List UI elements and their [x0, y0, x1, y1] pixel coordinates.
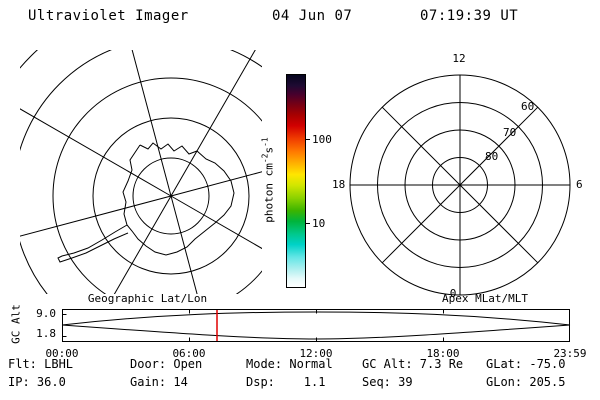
geographic-map — [20, 50, 262, 294]
gc-alt-plot — [61, 309, 571, 342]
colorbar-unit-label: photon cm-2s-1 — [261, 137, 276, 223]
date-label: 04 Jun 07 — [272, 8, 353, 24]
colorbar — [286, 74, 306, 288]
coastline-main — [122, 142, 235, 256]
status-door: Door: Open — [130, 357, 203, 371]
unit-exp-1: -1 — [260, 137, 270, 147]
colorbar-tick-mark — [305, 223, 310, 224]
ytick-1-8: 1.8 — [36, 327, 56, 340]
status-gain: Gain: 14 — [130, 375, 188, 389]
colorbar-tick-100: 100 — [312, 133, 332, 146]
mlat-mlt-grid — [349, 74, 571, 296]
meridian-line — [131, 50, 172, 197]
polar-caption: Apex MLat/MLT — [441, 292, 529, 305]
status-glat: GLat: -75.0 — [486, 357, 566, 371]
gc-alt-curve — [61, 311, 571, 340]
latitude-circle — [132, 157, 210, 235]
status-seq: Seq: 39 — [362, 375, 413, 389]
ytick-9: 9.0 — [36, 307, 56, 320]
unit-exp-2: -2 — [260, 153, 270, 164]
unit-mid: s — [262, 146, 276, 154]
mlt-label-12: 12 — [452, 52, 466, 65]
status-ip: IP: 36.0 — [8, 375, 66, 389]
xtick-2359: 23:59 — [553, 347, 587, 360]
latitude-circle — [52, 77, 262, 294]
xtick-1800: 18:00 — [426, 347, 460, 360]
status-flt: Flt: LBHL — [8, 357, 74, 371]
meridian-line — [170, 195, 198, 294]
latitude-circle — [92, 117, 250, 275]
meridian-line — [170, 195, 262, 250]
map-caption: Geographic Lat/Lon — [87, 292, 208, 305]
apex-polar-plot — [349, 74, 571, 296]
mlat-ring-label-70: 70 — [503, 126, 517, 139]
mlt-label-6: 6 — [576, 178, 583, 191]
status-mode: Mode: Normal — [246, 357, 333, 371]
meridian-line — [170, 171, 262, 197]
coastline-peninsula — [57, 224, 129, 263]
plot-frame — [62, 309, 570, 342]
meridian-line — [113, 195, 172, 294]
app-title: Ultraviolet Imager — [28, 8, 189, 24]
status-dsp: Dsp: 1.1 — [246, 375, 326, 389]
unit-prefix: photon cm — [262, 163, 276, 223]
meridian-line — [20, 195, 172, 237]
mlt-label-18: 18 — [332, 178, 346, 191]
xtick-0600: 06:00 — [172, 347, 206, 360]
status-gcalt: GC Alt: 7.3 Re — [362, 357, 464, 371]
gc-alt-axes — [62, 309, 570, 342]
status-glon: GLon: 205.5 — [486, 375, 566, 389]
antarctica-coastline — [57, 142, 235, 263]
meridian-line — [20, 108, 172, 197]
meridian-line — [170, 50, 256, 197]
lat-lon-grid — [20, 50, 262, 294]
mlat-ring-label-80: 80 — [485, 150, 499, 163]
xtick-1200: 12:00 — [299, 347, 333, 360]
mlt-spoke — [381, 106, 539, 264]
colorbar-tick-mark — [305, 139, 310, 140]
gc-alt-ylabel: GC Alt — [9, 304, 23, 344]
altitude-curve-upper — [61, 311, 571, 326]
altitude-curve-lower — [61, 324, 571, 340]
mlt-label-0: 0 — [449, 287, 457, 300]
xtick-0000: 00:00 — [45, 347, 79, 360]
colorbar-tick-10: 10 — [312, 217, 326, 230]
time-label: 07:19:39 UT — [420, 8, 519, 24]
mlat-ring-label-60: 60 — [521, 100, 535, 113]
